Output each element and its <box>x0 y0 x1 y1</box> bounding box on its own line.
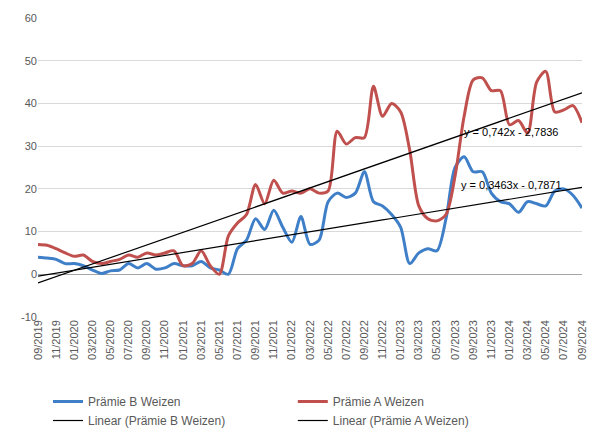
svg-text:01/2021: 01/2021 <box>177 320 189 360</box>
svg-text:11/2021: 11/2021 <box>267 320 279 359</box>
svg-text:05/2020: 05/2020 <box>104 320 116 360</box>
svg-text:Linear (Prämie A Weizen): Linear (Prämie A Weizen) <box>333 414 469 428</box>
svg-text:11/2023: 11/2023 <box>485 320 497 359</box>
svg-text:07/2022: 07/2022 <box>340 320 352 360</box>
svg-text:y = 0,742x - 2,7836: y = 0,742x - 2,7836 <box>464 126 558 138</box>
svg-text:11/2019: 11/2019 <box>50 320 62 359</box>
svg-text:10: 10 <box>25 225 37 237</box>
svg-text:11/2020: 11/2020 <box>159 320 171 359</box>
svg-text:03/2020: 03/2020 <box>86 320 98 360</box>
svg-text:Linear (Prämie B Weizen): Linear (Prämie B Weizen) <box>88 414 225 428</box>
svg-text:01/2024: 01/2024 <box>503 320 515 360</box>
svg-text:09/2020: 09/2020 <box>140 320 152 360</box>
svg-text:11/2022: 11/2022 <box>376 320 388 359</box>
svg-text:40: 40 <box>25 97 37 109</box>
svg-text:07/2020: 07/2020 <box>122 320 134 360</box>
svg-text:30: 30 <box>25 140 37 152</box>
svg-text:09/2021: 09/2021 <box>249 320 261 360</box>
svg-text:05/2024: 05/2024 <box>539 320 551 360</box>
svg-text:07/2023: 07/2023 <box>449 320 461 360</box>
svg-text:01/2020: 01/2020 <box>68 320 80 360</box>
svg-text:60: 60 <box>25 12 37 24</box>
svg-text:50: 50 <box>25 55 37 67</box>
svg-text:20: 20 <box>25 183 37 195</box>
svg-text:09/2023: 09/2023 <box>467 320 479 360</box>
svg-text:03/2024: 03/2024 <box>521 320 533 360</box>
svg-text:Prämie A Weizen: Prämie A Weizen <box>333 395 424 409</box>
svg-text:01/2023: 01/2023 <box>394 320 406 360</box>
svg-text:05/2023: 05/2023 <box>431 320 443 360</box>
svg-text:07/2024: 07/2024 <box>557 320 569 360</box>
svg-text:y = 0,3463x - 0,7871: y = 0,3463x - 0,7871 <box>461 179 562 191</box>
svg-text:03/2022: 03/2022 <box>304 320 316 360</box>
svg-text:05/2021: 05/2021 <box>213 320 225 360</box>
svg-text:-10: -10 <box>21 311 37 323</box>
svg-text:Prämie B Weizen: Prämie B Weizen <box>88 395 180 409</box>
svg-text:07/2021: 07/2021 <box>231 320 243 360</box>
svg-text:03/2021: 03/2021 <box>195 320 207 360</box>
svg-text:09/2024: 09/2024 <box>576 320 588 360</box>
svg-text:05/2022: 05/2022 <box>322 320 334 360</box>
svg-text:09/2022: 09/2022 <box>358 320 370 360</box>
svg-text:09/2019: 09/2019 <box>32 320 44 360</box>
svg-text:03/2023: 03/2023 <box>412 320 424 360</box>
svg-text:01/2022: 01/2022 <box>285 320 297 360</box>
svg-text:0: 0 <box>31 268 37 280</box>
